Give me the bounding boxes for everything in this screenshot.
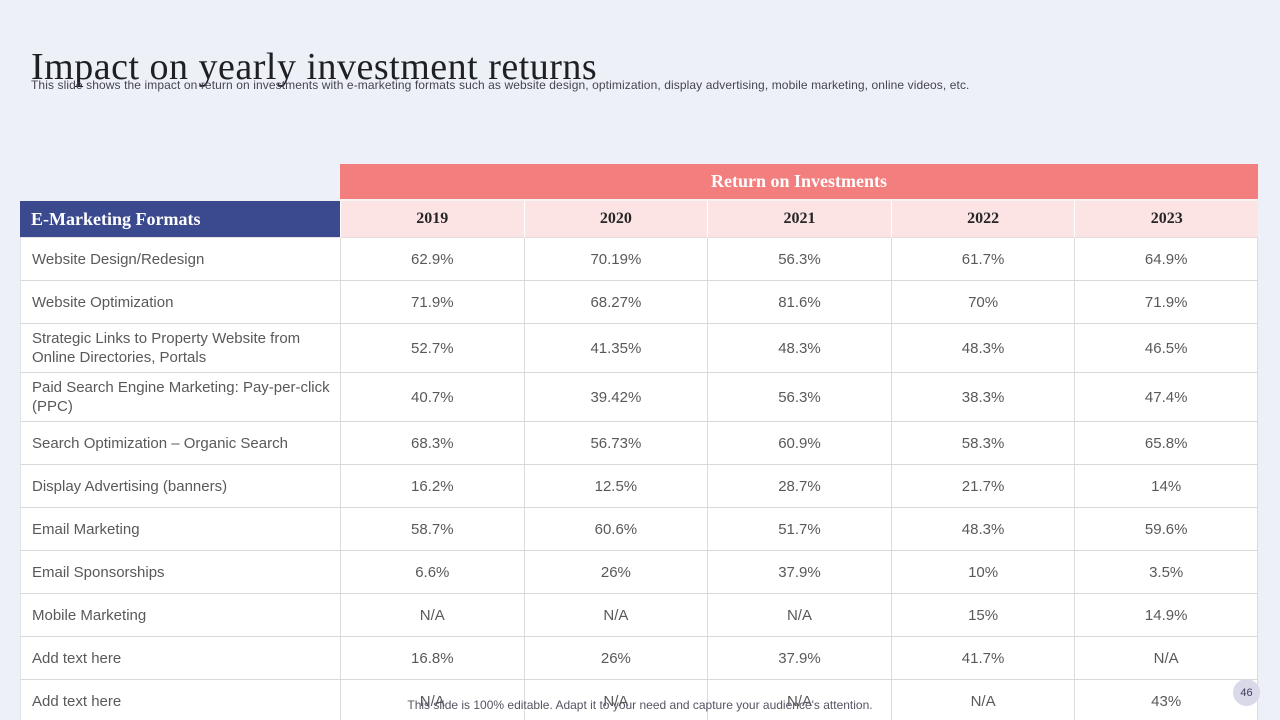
- row-label: Email Marketing: [20, 508, 340, 551]
- row-value: 70%: [890, 281, 1075, 324]
- row-value: 41.7%: [890, 637, 1075, 680]
- col-header-year-2022: 2022: [890, 201, 1075, 238]
- group-header-return-on-investments: Return on Investments: [340, 164, 1258, 201]
- row-value: 37.9%: [707, 551, 891, 594]
- row-value: 56.3%: [707, 238, 891, 281]
- row-value: 68.3%: [340, 422, 524, 465]
- row-value: N/A: [340, 680, 524, 720]
- row-value: 43%: [1074, 680, 1258, 720]
- row-label: Search Optimization – Organic Search: [20, 422, 340, 465]
- row-value: 12.5%: [523, 465, 708, 508]
- row-label: Website Optimization: [20, 281, 340, 324]
- row-value: 47.4%: [1074, 373, 1258, 422]
- row-value: N/A: [707, 594, 891, 637]
- row-value: 14%: [1074, 465, 1258, 508]
- row-label: Add text here: [20, 637, 340, 680]
- col-header-year-2020: 2020: [523, 201, 708, 238]
- column-header-row: E-Marketing Formats 2019 2020 2021 2022 …: [20, 201, 1258, 238]
- row-value: 10%: [890, 551, 1075, 594]
- row-value: 26%: [523, 551, 708, 594]
- table-row: Add text here 16.8% 26% 37.9% 41.7% N/A: [20, 637, 1258, 680]
- row-value: 21.7%: [890, 465, 1075, 508]
- table-row: Search Optimization – Organic Search 68.3…: [20, 422, 1258, 465]
- table-row: Display Advertising (banners) 16.2% 12.5% 2…: [20, 465, 1258, 508]
- row-value: N/A: [707, 680, 891, 720]
- row-label: Email Sponsorships: [20, 551, 340, 594]
- row-value: 38.3%: [890, 373, 1075, 422]
- row-label: Strategic Links to Property Website from…: [20, 324, 340, 373]
- row-value: 41.35%: [523, 324, 708, 373]
- row-value: 56.73%: [523, 422, 708, 465]
- table-row: Mobile Marketing N/A N/A N/A 15% 14.9%: [20, 594, 1258, 637]
- row-value: 51.7%: [707, 508, 891, 551]
- row-value: 37.9%: [707, 637, 891, 680]
- row-value: 65.8%: [1074, 422, 1258, 465]
- row-value: 39.42%: [523, 373, 708, 422]
- col-header-year-2021: 2021: [707, 201, 891, 238]
- table-row: Strategic Links to Property Website from…: [20, 324, 1258, 373]
- row-value: 58.3%: [890, 422, 1075, 465]
- table-row: Paid Search Engine Marketing: Pay-per-cl…: [20, 373, 1258, 422]
- row-value: 81.6%: [707, 281, 891, 324]
- row-value: 62.9%: [340, 238, 524, 281]
- row-label: Add text here: [20, 680, 340, 720]
- corner-spacer: [20, 164, 340, 201]
- row-value: 64.9%: [1074, 238, 1258, 281]
- row-value: 68.27%: [523, 281, 708, 324]
- row-value: N/A: [523, 680, 708, 720]
- row-label: Display Advertising (banners): [20, 465, 340, 508]
- row-value: 28.7%: [707, 465, 891, 508]
- slide-title: Impact on yearly investment returns: [31, 46, 598, 89]
- row-value: 48.3%: [707, 324, 891, 373]
- footer-note: This slide is 100% editable. Adapt it to…: [407, 698, 873, 712]
- col-header-year-2019: 2019: [340, 201, 524, 238]
- table-row: Website Design/Redesign 62.9% 70.19% 56.3% 6…: [20, 238, 1258, 281]
- row-value: 60.9%: [707, 422, 891, 465]
- row-value: 59.6%: [1074, 508, 1258, 551]
- row-value: N/A: [1074, 637, 1258, 680]
- row-value: 58.7%: [340, 508, 524, 551]
- row-value: 26%: [523, 637, 708, 680]
- row-value: 71.9%: [1074, 281, 1258, 324]
- row-value: 70.19%: [523, 238, 708, 281]
- row-value: 60.6%: [523, 508, 708, 551]
- row-value: 61.7%: [890, 238, 1075, 281]
- table-row: Add text here N/A N/A N/A N/A 43%: [20, 680, 1258, 720]
- row-value: 14.9%: [1074, 594, 1258, 637]
- slide-subtitle: This slide shows the impact on return on…: [31, 78, 970, 92]
- row-value: 3.5%: [1074, 551, 1258, 594]
- col-header-emarketing-formats: E-Marketing Formats: [20, 201, 340, 238]
- roi-table-body: Website Design/Redesign 62.9% 70.19% 56.3% 6…: [20, 238, 1258, 720]
- row-value: 40.7%: [340, 373, 524, 422]
- roi-table: Return on Investments E-Marketing Format…: [20, 164, 1258, 720]
- row-label: Mobile Marketing: [20, 594, 340, 637]
- page-number-badge: 46: [1233, 679, 1260, 706]
- row-value: 15%: [890, 594, 1075, 637]
- row-value: N/A: [523, 594, 708, 637]
- table-row: Website Optimization 71.9% 68.27% 81.6% 70% 7…: [20, 281, 1258, 324]
- row-value: N/A: [340, 594, 524, 637]
- table-row: Email Sponsorships 6.6% 26% 37.9% 10% 3.5%: [20, 551, 1258, 594]
- row-value: 6.6%: [340, 551, 524, 594]
- col-header-year-2023: 2023: [1074, 201, 1258, 238]
- row-value: 48.3%: [890, 324, 1075, 373]
- row-label: Website Design/Redesign: [20, 238, 340, 281]
- row-value: 16.8%: [340, 637, 524, 680]
- row-value: N/A: [890, 680, 1075, 720]
- row-value: 52.7%: [340, 324, 524, 373]
- row-value: 48.3%: [890, 508, 1075, 551]
- table-row: Email Marketing 58.7% 60.6% 51.7% 48.3% 59.6%: [20, 508, 1258, 551]
- group-header-row: Return on Investments: [20, 164, 1258, 201]
- row-value: 46.5%: [1074, 324, 1258, 373]
- row-value: 16.2%: [340, 465, 524, 508]
- row-value: 56.3%: [707, 373, 891, 422]
- row-value: 71.9%: [340, 281, 524, 324]
- row-label: Paid Search Engine Marketing: Pay-per-cl…: [20, 373, 340, 422]
